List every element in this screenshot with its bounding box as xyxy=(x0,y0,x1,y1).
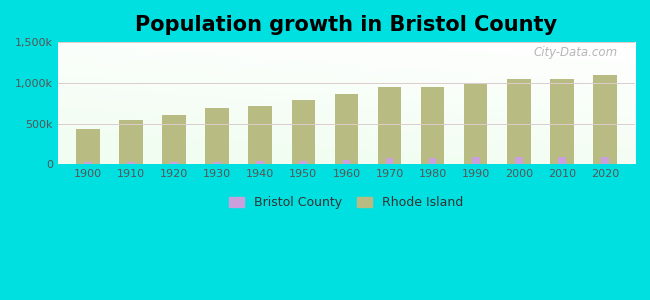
Bar xyxy=(464,82,488,164)
Bar xyxy=(550,79,574,164)
Text: City-Data.com: City-Data.com xyxy=(534,46,618,59)
Bar xyxy=(170,162,178,164)
Bar xyxy=(507,79,530,164)
Bar xyxy=(248,106,272,164)
Bar xyxy=(429,158,436,164)
Bar xyxy=(127,162,135,164)
Bar xyxy=(515,157,523,164)
Bar xyxy=(119,120,143,164)
Bar xyxy=(601,157,609,164)
Bar xyxy=(385,158,393,164)
Bar xyxy=(162,115,186,164)
Bar xyxy=(421,87,445,164)
Legend: Bristol County, Rhode Island: Bristol County, Rhode Island xyxy=(229,196,463,209)
Title: Population growth in Bristol County: Population growth in Bristol County xyxy=(135,15,558,35)
Bar xyxy=(76,129,100,164)
Bar xyxy=(256,161,264,164)
Bar xyxy=(84,162,92,164)
Bar xyxy=(291,100,315,164)
Bar xyxy=(335,94,358,164)
Bar xyxy=(300,161,307,164)
Bar xyxy=(558,157,566,164)
Bar xyxy=(378,87,401,164)
Bar xyxy=(213,162,221,164)
Bar xyxy=(472,158,480,164)
Bar xyxy=(593,75,617,164)
Bar xyxy=(343,160,350,164)
Bar xyxy=(205,108,229,164)
